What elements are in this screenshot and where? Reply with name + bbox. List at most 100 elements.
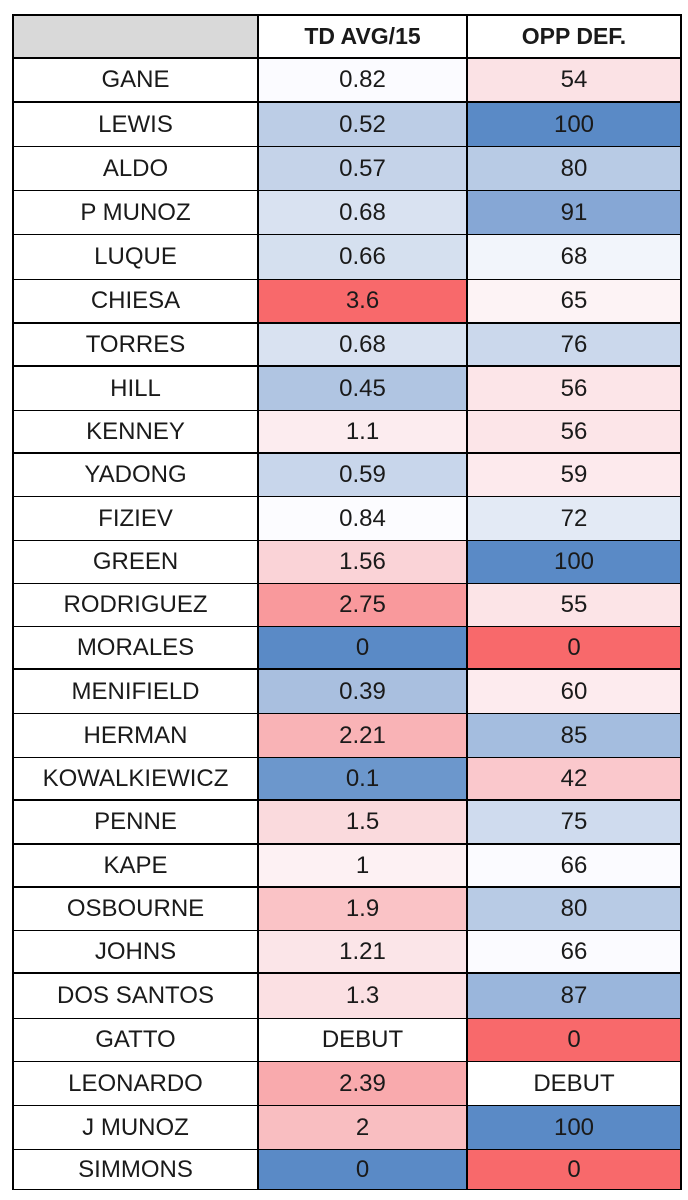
td-avg-cell: 1.21 xyxy=(259,931,468,972)
table-row: LEWIS 0.52 100 xyxy=(14,103,682,147)
table-row: ALDO 0.57 80 xyxy=(14,147,682,191)
opp-def-cell: 100 xyxy=(468,103,682,146)
fighter-name-cell: LUQUE xyxy=(14,235,259,279)
table-row: HERMAN 2.21 85 xyxy=(14,714,682,758)
td-avg-cell: 1.9 xyxy=(259,888,468,930)
table-body: GANE 0.82 54 LEWIS 0.52 100 ALDO 0.57 80 P MUNOZ 0… xyxy=(14,59,682,1190)
table-row: KOWALKIEWICZ 0.1 42 xyxy=(14,758,682,801)
fighter-name-cell: GATTO xyxy=(14,1019,259,1061)
fighter-name-cell: PENNE xyxy=(14,801,259,843)
table-row: LEONARDO 2.39 DEBUT xyxy=(14,1062,682,1106)
td-avg-cell: 1.56 xyxy=(259,541,468,583)
opp-def-cell: 80 xyxy=(468,147,682,190)
table-row: YADONG 0.59 59 xyxy=(14,454,682,497)
header-row: TD AVG/15 OPP DEF. xyxy=(14,16,682,59)
opp-def-cell: 100 xyxy=(468,541,682,583)
opp-def-cell: 0 xyxy=(468,1019,682,1061)
fighter-name-cell: HERMAN xyxy=(14,714,259,757)
td-avg-cell: 0.57 xyxy=(259,147,468,190)
header-opp-def: OPP DEF. xyxy=(468,16,682,57)
fighter-name-cell: MORALES xyxy=(14,627,259,668)
opp-def-cell: 55 xyxy=(468,584,682,626)
td-avg-cell: 1.5 xyxy=(259,801,468,843)
opp-def-cell: 0 xyxy=(468,1150,682,1189)
fighter-name-cell: HILL xyxy=(14,367,259,410)
table-row: HILL 0.45 56 xyxy=(14,367,682,411)
td-avg-cell: 2.21 xyxy=(259,714,468,757)
fighter-name-cell: KAPE xyxy=(14,845,259,886)
opp-def-cell: 54 xyxy=(468,59,682,101)
opp-def-cell: 87 xyxy=(468,974,682,1018)
opp-def-cell: 72 xyxy=(468,497,682,540)
table-row: GATTO DEBUT 0 xyxy=(14,1019,682,1062)
td-avg-cell: 1 xyxy=(259,845,468,886)
table-row: GREEN 1.56 100 xyxy=(14,541,682,584)
td-avg-cell: 2.39 xyxy=(259,1062,468,1105)
table-row: CHIESA 3.6 65 xyxy=(14,280,682,324)
td-avg-cell: 2 xyxy=(259,1106,468,1149)
td-avg-cell: 0 xyxy=(259,627,468,668)
table-row: OSBOURNE 1.9 80 xyxy=(14,888,682,931)
td-avg-cell: 0.39 xyxy=(259,670,468,713)
fighter-name-cell: SIMMONS xyxy=(14,1150,259,1189)
td-avg-cell: 0.1 xyxy=(259,758,468,799)
td-avg-cell: 0.68 xyxy=(259,324,468,365)
opp-def-cell: 75 xyxy=(468,801,682,843)
header-name-cell xyxy=(14,16,259,57)
fighter-name-cell: DOS SANTOS xyxy=(14,974,259,1018)
heatmap-table: TD AVG/15 OPP DEF. GANE 0.82 54 LEWIS 0.52 10… xyxy=(12,14,682,1190)
td-avg-cell: 0.68 xyxy=(259,191,468,234)
fighter-name-cell: P MUNOZ xyxy=(14,191,259,234)
table-row: KAPE 1 66 xyxy=(14,845,682,888)
td-avg-cell: 1.1 xyxy=(259,411,468,452)
table-row: MORALES 0 0 xyxy=(14,627,682,670)
header-td-avg: TD AVG/15 xyxy=(259,16,468,57)
table-row: MENIFIELD 0.39 60 xyxy=(14,670,682,714)
fighter-name-cell: J MUNOZ xyxy=(14,1106,259,1149)
opp-def-cell: 80 xyxy=(468,888,682,930)
td-avg-cell: 0.66 xyxy=(259,235,468,279)
fighter-name-cell: GANE xyxy=(14,59,259,101)
td-avg-cell: 2.75 xyxy=(259,584,468,626)
fighter-name-cell: MENIFIELD xyxy=(14,670,259,713)
opp-def-cell: 56 xyxy=(468,411,682,452)
table-row: KENNEY 1.1 56 xyxy=(14,411,682,454)
table-row: TORRES 0.68 76 xyxy=(14,324,682,367)
td-avg-cell: DEBUT xyxy=(259,1019,468,1061)
td-avg-cell: 0.82 xyxy=(259,59,468,101)
table-row: RODRIGUEZ 2.75 55 xyxy=(14,584,682,627)
opp-def-cell: 42 xyxy=(468,758,682,799)
opp-def-cell: 85 xyxy=(468,714,682,757)
fighter-name-cell: CHIESA xyxy=(14,280,259,322)
table-row: DOS SANTOS 1.3 87 xyxy=(14,974,682,1019)
td-avg-cell: 1.3 xyxy=(259,974,468,1018)
fighter-name-cell: LEONARDO xyxy=(14,1062,259,1105)
fighter-name-cell: GREEN xyxy=(14,541,259,583)
opp-def-cell: 66 xyxy=(468,845,682,886)
opp-def-cell: DEBUT xyxy=(468,1062,682,1105)
opp-def-cell: 56 xyxy=(468,367,682,410)
table-row: SIMMONS 0 0 xyxy=(14,1150,682,1190)
table-row: JOHNS 1.21 66 xyxy=(14,931,682,974)
opp-def-cell: 0 xyxy=(468,627,682,668)
table-row: LUQUE 0.66 68 xyxy=(14,235,682,280)
td-avg-cell: 0.59 xyxy=(259,454,468,496)
fighter-name-cell: TORRES xyxy=(14,324,259,365)
opp-def-cell: 68 xyxy=(468,235,682,279)
opp-def-cell: 66 xyxy=(468,931,682,972)
opp-def-cell: 91 xyxy=(468,191,682,234)
opp-def-cell: 65 xyxy=(468,280,682,322)
table-row: PENNE 1.5 75 xyxy=(14,801,682,845)
fighter-name-cell: YADONG xyxy=(14,454,259,496)
table-row: P MUNOZ 0.68 91 xyxy=(14,191,682,235)
fighter-name-cell: JOHNS xyxy=(14,931,259,972)
table-row: J MUNOZ 2 100 xyxy=(14,1106,682,1150)
fighter-name-cell: LEWIS xyxy=(14,103,259,146)
opp-def-cell: 59 xyxy=(468,454,682,496)
fighter-name-cell: FIZIEV xyxy=(14,497,259,540)
opp-def-cell: 60 xyxy=(468,670,682,713)
fighter-name-cell: RODRIGUEZ xyxy=(14,584,259,626)
fighter-name-cell: KOWALKIEWICZ xyxy=(14,758,259,799)
table-row: FIZIEV 0.84 72 xyxy=(14,497,682,541)
table-row: GANE 0.82 54 xyxy=(14,59,682,103)
